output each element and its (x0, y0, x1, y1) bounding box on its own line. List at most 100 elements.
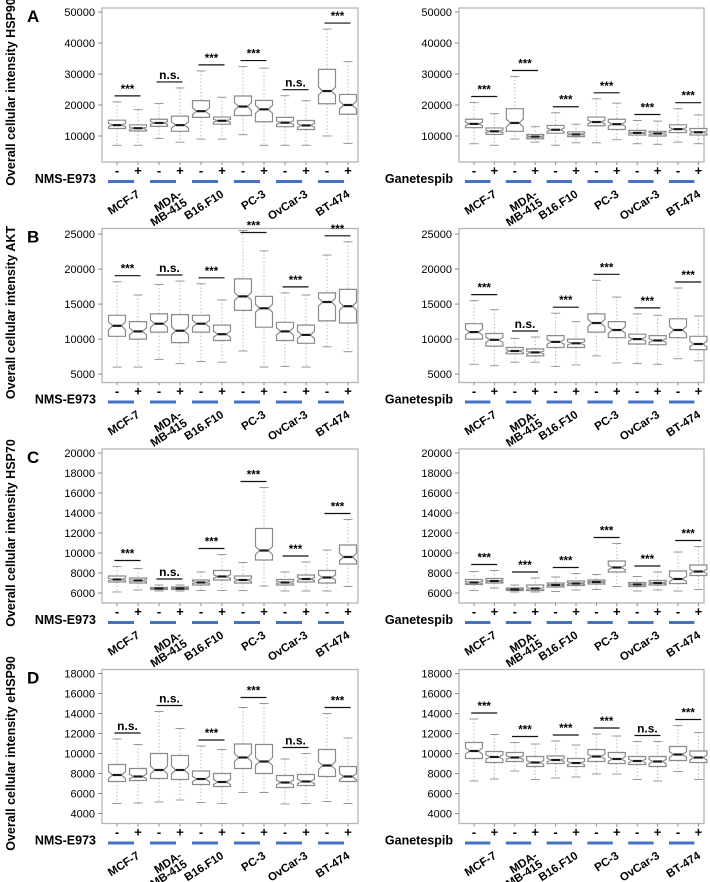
y-axis-tick-label: 12000 (421, 528, 452, 540)
cell-line-label: BT-474 (314, 409, 353, 440)
box-plot-box (505, 108, 524, 132)
cell-line-label: BT-474 (314, 188, 353, 219)
condition-plus-label: + (695, 825, 703, 840)
y-axis-tick-label: 10000 (64, 131, 95, 143)
significance-marker: *** (331, 224, 345, 236)
y-axis-tick-label: 40000 (64, 38, 95, 50)
cell-line-label: OvCar-3 (266, 409, 310, 443)
y-axis-title: Overall cellular intensity AKT (4, 226, 18, 400)
significance-marker: *** (600, 262, 614, 274)
significance-marker: n.s. (285, 76, 306, 90)
plot-frame (458, 7, 705, 163)
condition-minus-label: - (283, 604, 287, 619)
y-axis-tick-label: 14000 (64, 709, 95, 721)
significance-marker: *** (289, 544, 303, 556)
significance-marker: *** (289, 275, 303, 287)
box-plot-box (212, 324, 232, 342)
cell-line-label: MCF-7 (463, 188, 499, 217)
box-plot-box (191, 770, 211, 786)
significance-marker: *** (518, 560, 532, 572)
plot-frame (458, 227, 705, 384)
cell-line-label: OvCar-3 (618, 629, 662, 663)
condition-plus-label: + (572, 384, 580, 399)
condition-minus-label: - (676, 604, 680, 619)
condition-minus-label: - (513, 384, 517, 399)
plot-frame (101, 668, 359, 825)
cell-line-label: PC-3 (593, 629, 622, 653)
y-axis-tick-label: 30000 (421, 69, 452, 81)
y-axis-tick-label: 20000 (421, 100, 452, 112)
cell-line-label: PC-3 (240, 188, 269, 212)
y-axis-tick-label: 10000 (64, 548, 95, 560)
y-axis-tick-label: 8000 (428, 568, 452, 580)
y-axis-tick-label: 25000 (421, 229, 452, 241)
y-axis-title: Overall cellular intensity eHSP90 (4, 656, 18, 851)
y-axis-tick-label: 12000 (421, 729, 452, 741)
cell-line-label: PC-3 (240, 409, 269, 433)
y-axis-tick-label: 20000 (421, 448, 452, 460)
cell-line-label: BT-474 (665, 850, 704, 881)
condition-plus-label: + (176, 604, 184, 619)
condition-minus-label: - (115, 604, 119, 619)
y-axis-tick-label: 16000 (64, 689, 95, 701)
condition-plus-label: + (134, 825, 142, 840)
y-axis-tick-label: 10000 (64, 749, 95, 761)
y-axis-tick-label: 10000 (64, 334, 95, 346)
y-axis-tick-label: 10000 (421, 749, 452, 761)
significance-marker: *** (681, 708, 695, 720)
condition-plus-label: + (654, 384, 662, 399)
box-plot-box (317, 68, 337, 105)
condition-minus-label: - (513, 163, 517, 178)
condition-plus-label: + (654, 163, 662, 178)
y-axis-tick-label: 8000 (71, 769, 95, 781)
condition-plus-label: + (218, 384, 226, 399)
condition-minus-label: - (283, 825, 287, 840)
condition-plus-label: + (654, 825, 662, 840)
condition-plus-label: + (260, 825, 268, 840)
panel-letter: D (27, 669, 39, 688)
condition-plus-label: + (491, 384, 499, 399)
treatment-label: NMS-E973 (35, 613, 96, 627)
box-plot-box (254, 743, 274, 775)
condition-minus-label: - (594, 163, 598, 178)
box-plot-box (338, 544, 358, 565)
y-axis-tick-label: 5000 (71, 369, 95, 381)
plot-frame (101, 227, 359, 384)
condition-plus-label: + (260, 163, 268, 178)
y-axis-tick-label: 20000 (64, 100, 95, 112)
condition-plus-label: + (695, 604, 703, 619)
y-axis-tick-label: 6000 (428, 588, 452, 600)
condition-minus-label: - (157, 604, 161, 619)
significance-marker: *** (247, 49, 261, 61)
y-axis-tick-label: 20000 (64, 448, 95, 460)
y-axis-tick-label: 4000 (71, 809, 95, 821)
panel-letter: A (27, 7, 39, 26)
subplot-C-right: 6000 8000 10000 12000 14000 16000 18000 20000 **… (385, 448, 708, 670)
cell-line-label: MCF-7 (463, 850, 499, 879)
significance-marker: *** (641, 102, 655, 114)
condition-plus-label: + (134, 384, 142, 399)
y-axis-tick-label: 14000 (421, 709, 452, 721)
cell-line-label: MCF-7 (463, 409, 499, 438)
box-plot-box (296, 773, 316, 787)
treatment-label: NMS-E973 (35, 393, 96, 407)
condition-minus-label: - (676, 384, 680, 399)
significance-marker: *** (247, 686, 261, 698)
condition-plus-label: + (176, 163, 184, 178)
condition-minus-label: - (553, 604, 557, 619)
condition-plus-label: + (572, 825, 580, 840)
cell-line-label: OvCar-3 (618, 850, 662, 882)
cell-line-label: BT-474 (665, 188, 704, 219)
y-axis-tick-label: 12000 (64, 528, 95, 540)
condition-plus-label: + (695, 384, 703, 399)
condition-minus-label: - (472, 163, 476, 178)
significance-marker: *** (559, 95, 573, 107)
condition-minus-label: - (283, 163, 287, 178)
panel-letter: B (27, 228, 39, 247)
box-plot-box (668, 318, 688, 339)
condition-minus-label: - (157, 384, 161, 399)
y-axis-tick-label: 18000 (64, 669, 95, 681)
box-plot-box (338, 765, 358, 783)
treatment-label: Ganetespib (385, 834, 453, 848)
